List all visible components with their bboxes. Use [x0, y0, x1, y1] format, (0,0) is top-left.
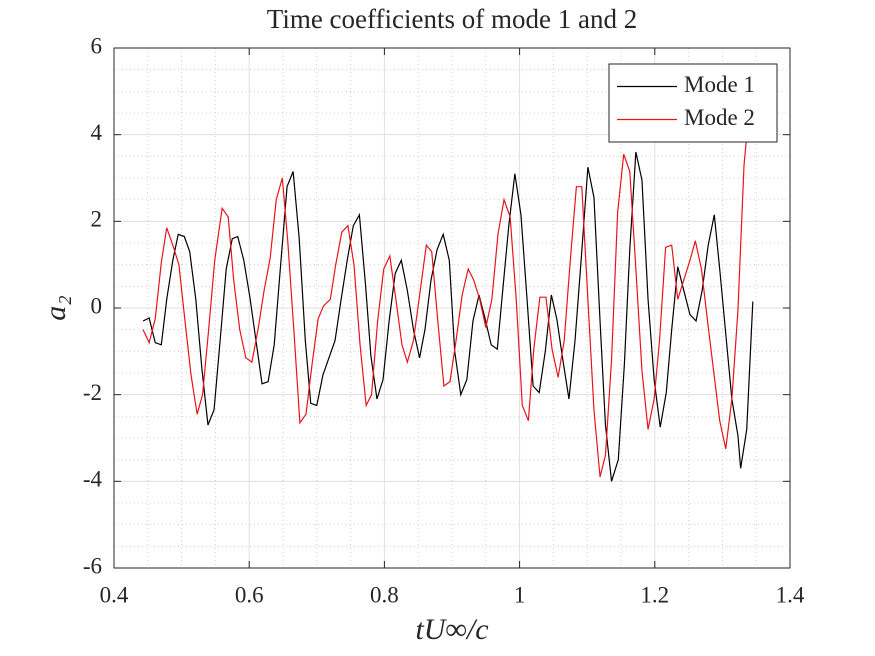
lines — [142, 99, 754, 482]
y-tick-label: 0 — [91, 293, 103, 318]
y-tick-label: -2 — [83, 380, 102, 405]
x-tick-label: 0.6 — [235, 582, 264, 607]
series-line — [142, 99, 751, 478]
x-tick-label: 0.8 — [370, 582, 399, 607]
ticks: 0.4 0.6 0.8 1 1.2 1.4 -6 -4 -2 0 2 4 6 — [83, 33, 805, 607]
legend-box — [608, 63, 778, 143]
chart-title: Time coefficients of mode 1 and 2 — [267, 4, 637, 34]
x-tick-label: 1.2 — [640, 582, 669, 607]
legend-label: Mode 2 — [684, 105, 755, 130]
y-axis-label: a₂ — [39, 295, 72, 320]
y-tick-label: 2 — [91, 207, 103, 232]
y-tick-label: 6 — [91, 33, 103, 58]
legend-label: Mode 1 — [684, 72, 755, 97]
x-tick-label: 1.4 — [776, 582, 805, 607]
y-tick-label: 4 — [91, 120, 103, 145]
y-tick-label: -4 — [83, 467, 103, 492]
legend: Mode 1 Mode 2 — [608, 63, 778, 143]
x-tick-label: 0.4 — [100, 582, 129, 607]
x-axis-label: tU∞/c — [415, 613, 488, 646]
x-tick-label: 1 — [514, 582, 526, 607]
y-tick-label: -6 — [83, 553, 102, 578]
series-line — [142, 151, 754, 482]
